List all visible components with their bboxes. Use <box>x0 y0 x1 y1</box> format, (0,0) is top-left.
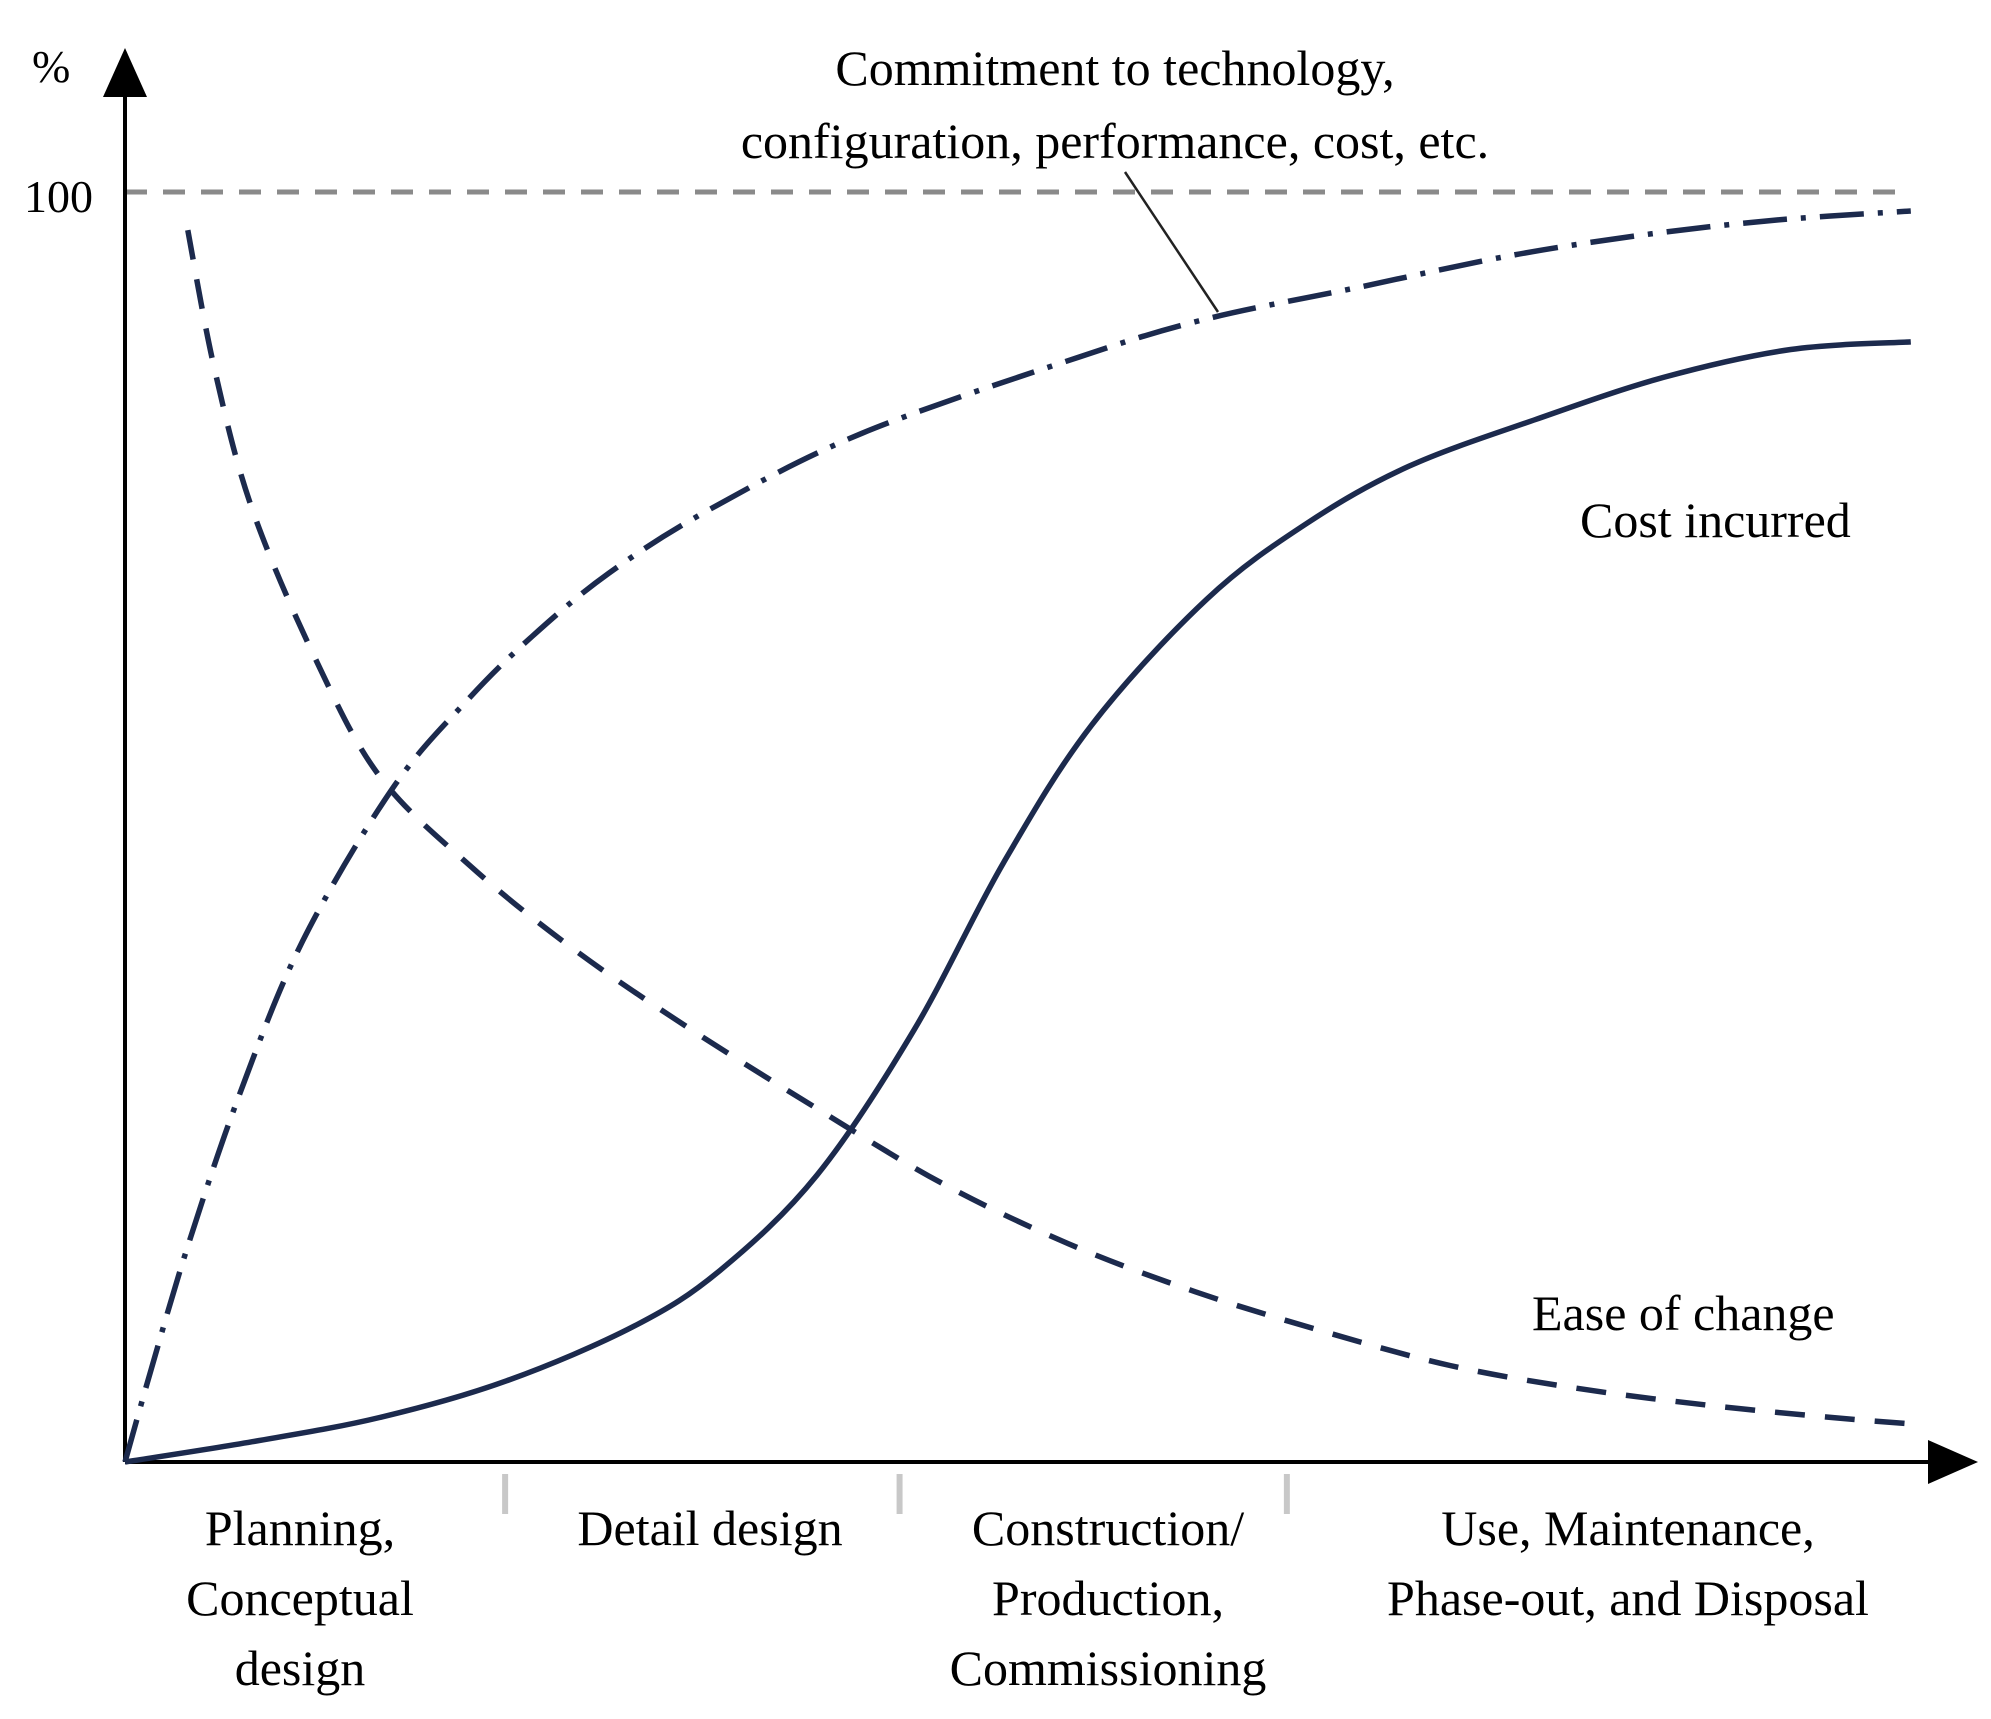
y-tick-100-label: 100 <box>24 171 93 222</box>
y-axis-unit-label: % <box>32 41 70 92</box>
cost-incurred-label: Cost incurred <box>1580 492 1851 548</box>
phase-label-line: Use, Maintenance, <box>1441 1500 1814 1556</box>
phase-label-line: Planning, <box>205 1500 395 1556</box>
commitment-leader-line <box>1123 171 1220 313</box>
series-line-ease-of-change <box>185 229 1912 1427</box>
commitment-label-line-1: Commitment to technology, <box>835 40 1394 96</box>
phase-label-line: design <box>235 1640 366 1696</box>
phase-labels: Planning, Conceptual design Detail design Co… <box>186 1474 1869 1696</box>
x-axis-arrow <box>1928 1440 1978 1484</box>
series-line-cost-incurred <box>124 339 1911 1465</box>
phase-label-line: Commissioning <box>950 1640 1267 1696</box>
phase-label-line: Construction/ <box>972 1500 1244 1556</box>
phase-label-line: Phase-out, and Disposal <box>1387 1570 1869 1626</box>
commitment-label-line-2: configuration, performance, cost, etc. <box>741 113 1489 169</box>
series-line-commitment <box>122 208 1911 1463</box>
phase-label-line: Detail design <box>577 1500 842 1556</box>
ease-of-change-label: Ease of change <box>1532 1285 1835 1341</box>
y-axis-arrow <box>103 48 147 97</box>
phase-label-line: Production, <box>992 1570 1224 1626</box>
phase-label-line: Conceptual <box>186 1570 414 1626</box>
